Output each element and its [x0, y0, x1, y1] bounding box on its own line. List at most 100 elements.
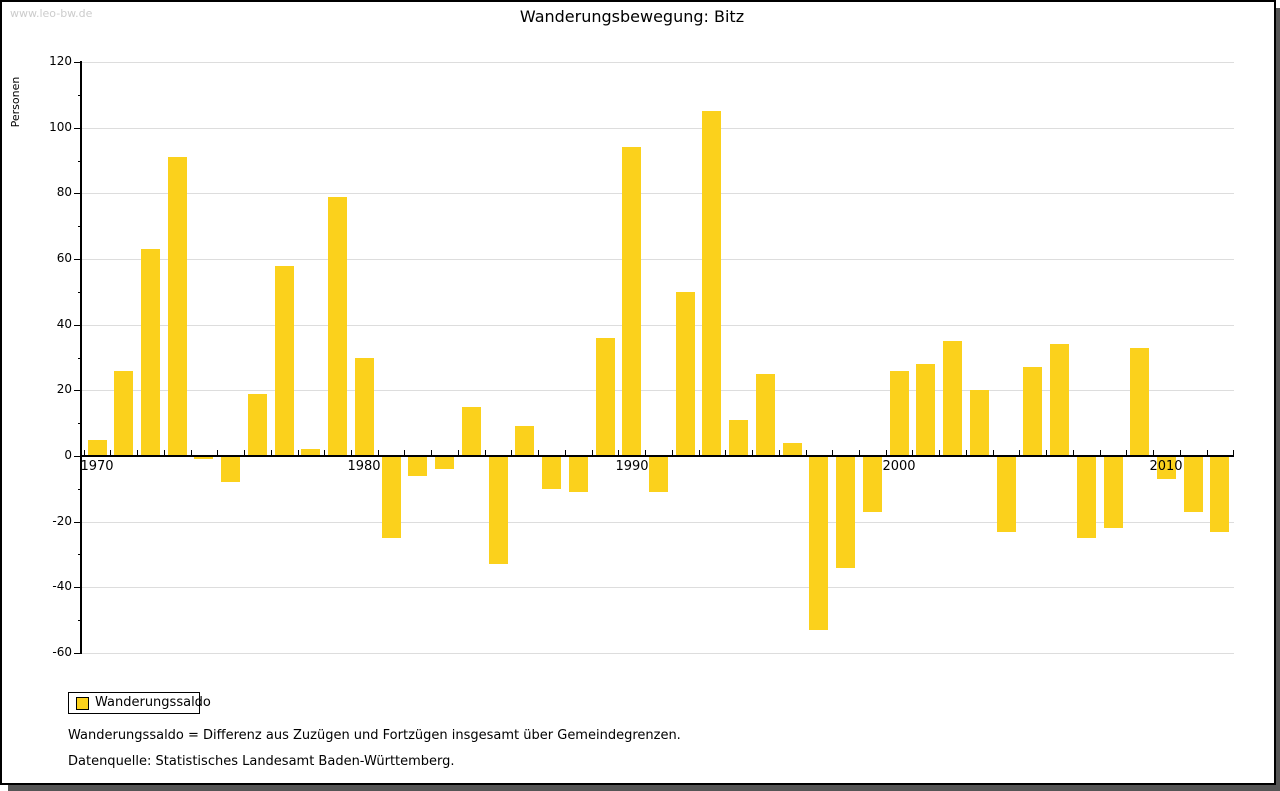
x-tick	[1019, 450, 1020, 456]
y-tick-label: 100	[49, 120, 72, 134]
x-tick	[458, 450, 459, 456]
y-tick-major	[74, 653, 82, 654]
bar-1979	[328, 197, 347, 456]
bar-1990	[622, 147, 641, 456]
bar-1992	[676, 292, 695, 456]
y-tick-label: -40	[52, 579, 72, 593]
bar-2009	[1130, 348, 1149, 456]
bar-1974	[194, 456, 213, 459]
bar-1984	[462, 407, 481, 456]
x-tick	[645, 450, 646, 456]
bar-1971	[114, 371, 133, 456]
y-tick-label: -60	[52, 645, 72, 659]
bar-1985	[489, 456, 508, 564]
footnote-source: Datenquelle: Statistisches Landesamt Bad…	[68, 754, 455, 769]
bar-1994	[729, 420, 748, 456]
x-tick	[110, 450, 111, 456]
x-tick	[538, 450, 539, 456]
bar-2003	[970, 390, 989, 456]
x-tick	[1126, 450, 1127, 456]
x-tick	[832, 450, 833, 456]
x-tick	[699, 450, 700, 456]
bar-1999	[863, 456, 882, 512]
y-tick-major	[74, 259, 82, 260]
bar-2002	[943, 341, 962, 456]
bar-1997	[809, 456, 828, 630]
x-tick	[511, 450, 512, 456]
gridline	[82, 128, 1234, 129]
y-tick-label: -20	[52, 514, 72, 528]
bar-1976	[248, 394, 267, 456]
x-tick	[779, 450, 780, 456]
x-tick	[1153, 450, 1154, 456]
x-tick	[164, 450, 165, 456]
gridline	[82, 390, 1234, 391]
bar-1991	[649, 456, 668, 492]
bar-1996	[783, 443, 802, 456]
bar-1993	[702, 111, 721, 456]
footnote-definition: Wanderungssaldo = Differenz aus Zuzügen …	[68, 728, 681, 743]
gridline	[82, 522, 1234, 523]
x-tick	[404, 450, 405, 456]
bar-1972	[141, 249, 160, 456]
y-axis-line	[80, 61, 82, 654]
bar-1981	[382, 456, 401, 538]
x-tick	[1073, 450, 1074, 456]
x-tick	[886, 450, 887, 456]
bar-1983	[435, 456, 454, 469]
bar-1975	[221, 456, 240, 482]
y-tick-major	[74, 456, 82, 457]
y-tick-label: 80	[56, 185, 72, 199]
bar-1970	[88, 440, 107, 456]
x-tick	[806, 450, 807, 456]
bar-1978	[301, 449, 320, 456]
y-tick-label: 40	[56, 317, 72, 331]
legend-swatch	[76, 697, 89, 710]
legend: Wanderungssaldo	[68, 692, 211, 714]
x-tick	[271, 450, 272, 456]
x-tick	[431, 450, 432, 456]
y-tick-major	[74, 193, 82, 194]
x-tick	[672, 450, 673, 456]
x-tick-label: 1980	[347, 459, 381, 474]
y-tick-major	[74, 587, 82, 588]
y-tick-label: 60	[56, 251, 72, 265]
gridline	[82, 587, 1234, 588]
bar-1986	[515, 426, 534, 456]
bar-1980	[355, 358, 374, 456]
x-tick	[137, 450, 138, 456]
x-tick-label: 2000	[882, 459, 916, 474]
watermark: www.leo-bw.de	[10, 7, 93, 20]
x-tick	[592, 450, 593, 456]
x-axis-zero-line	[82, 455, 1234, 457]
x-tick-label: 2010	[1149, 459, 1183, 474]
bar-2000	[890, 371, 909, 456]
bar-2004	[997, 456, 1016, 532]
y-tick-label: 0	[64, 448, 72, 462]
x-tick	[378, 450, 379, 456]
x-tick	[84, 450, 85, 456]
x-tick	[993, 450, 994, 456]
x-tick-label: 1990	[615, 459, 649, 474]
y-axis-title: Personen	[9, 76, 22, 128]
bar-1988	[569, 456, 588, 492]
bar-2006	[1050, 344, 1069, 456]
bar-2012	[1210, 456, 1229, 532]
x-tick	[485, 450, 486, 456]
bar-2001	[916, 364, 935, 456]
x-tick	[324, 450, 325, 456]
window-shadow-bottom	[8, 785, 1280, 791]
gridline	[82, 325, 1234, 326]
bar-1995	[756, 374, 775, 456]
bar-2008	[1104, 456, 1123, 528]
gridline	[82, 259, 1234, 260]
y-tick-major	[74, 522, 82, 523]
window-shadow-right	[1276, 8, 1280, 791]
gridline	[82, 653, 1234, 654]
x-tick	[244, 450, 245, 456]
x-tick	[939, 450, 940, 456]
x-tick	[565, 450, 566, 456]
chart-title: Wanderungsbewegung: Bitz	[519, 7, 745, 26]
y-tick-label: 20	[56, 382, 72, 396]
